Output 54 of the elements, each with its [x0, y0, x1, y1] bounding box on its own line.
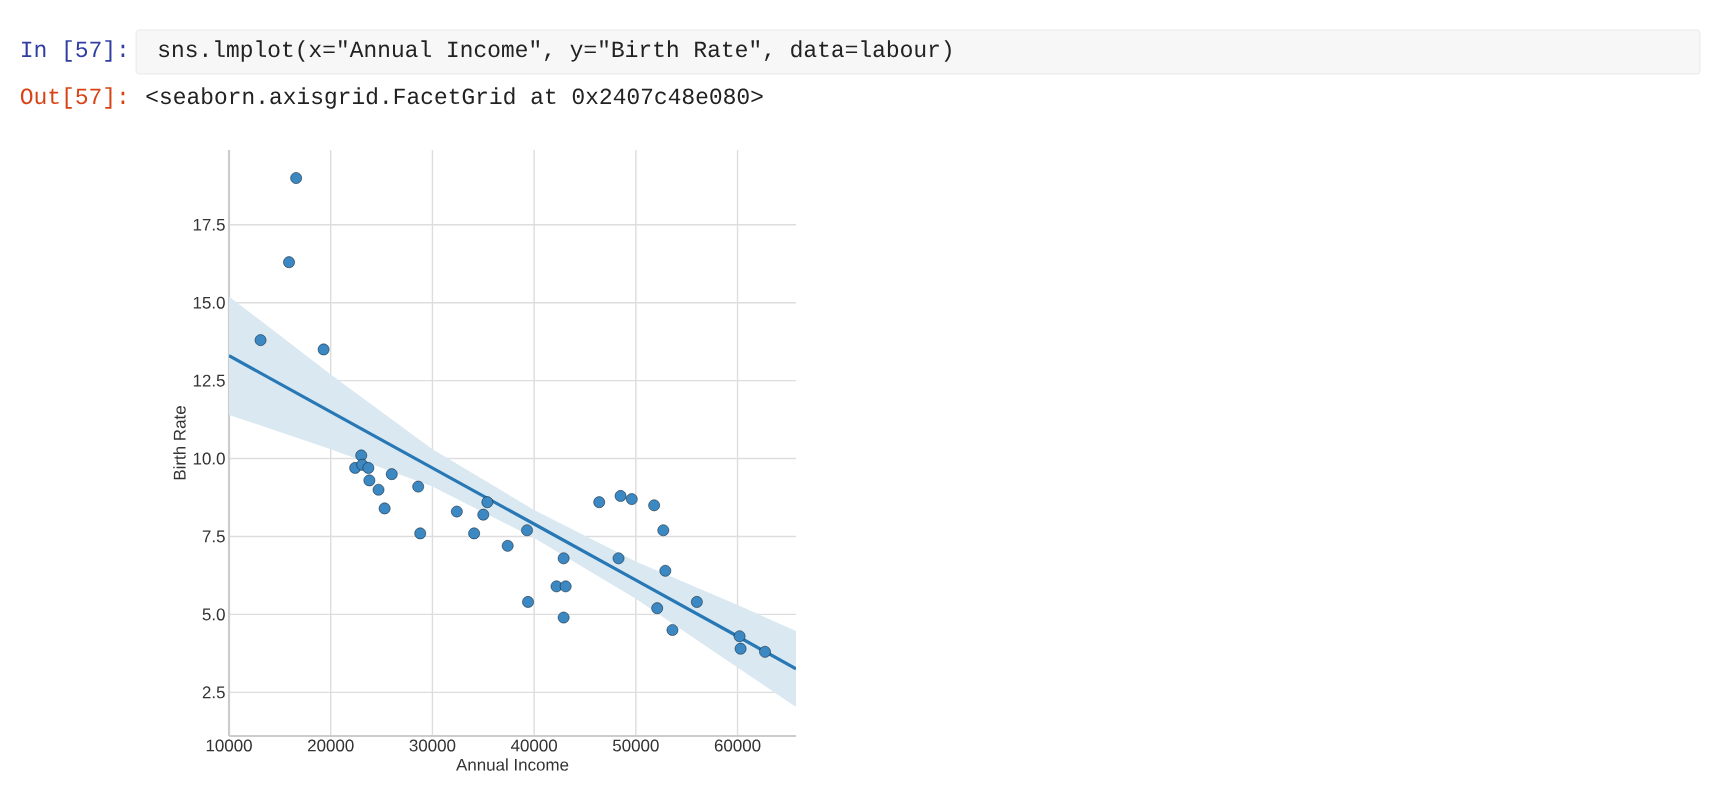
x-tick-label: 20000 — [308, 739, 354, 752]
point — [355, 449, 368, 462]
x-tick-label: 50000 — [612, 739, 659, 752]
point — [521, 524, 533, 537]
point — [451, 505, 463, 518]
point — [593, 496, 606, 509]
point — [290, 172, 302, 184]
x-tick-label: 40000 — [510, 739, 558, 752]
point — [522, 596, 534, 608]
x-tick-label: 30000 — [409, 739, 456, 752]
x-tick-label: 60000 — [714, 739, 761, 752]
x-tick-label: 10000 — [206, 739, 252, 752]
point — [557, 611, 570, 624]
point — [372, 483, 385, 496]
point — [317, 343, 330, 356]
point — [362, 462, 375, 474]
text: Out[57]: — [20, 87, 125, 109]
point — [666, 624, 679, 636]
point — [657, 524, 670, 537]
y-tick-label: 17.5 — [193, 218, 225, 231]
point — [378, 502, 391, 515]
point — [648, 499, 660, 512]
point — [481, 496, 494, 509]
point — [659, 564, 672, 577]
point — [557, 552, 570, 565]
point — [759, 646, 771, 658]
point — [559, 580, 572, 593]
point — [612, 552, 625, 565]
point — [468, 527, 480, 540]
y-tick-label: 7.5 — [202, 530, 225, 543]
point — [477, 508, 490, 521]
text: In [57]: — [22, 40, 125, 62]
point — [691, 596, 703, 608]
text: <seaborn.axisgrid.FacetGrid at 0x2407c48e080> — [146, 87, 763, 109]
point — [385, 468, 398, 480]
y-tick-label: 12.5 — [193, 374, 225, 387]
y-axis-title: Birth Rate — [173, 406, 186, 480]
y-tick-label: 15.0 — [193, 296, 225, 309]
point — [501, 540, 514, 552]
point — [283, 256, 295, 268]
point — [363, 474, 376, 487]
text: sns.lmplot(x="Annual Income", y="Birth Rate", data=labour) — [159, 40, 951, 62]
point — [412, 480, 424, 493]
point — [254, 334, 267, 346]
y-tick-label: 2.5 — [202, 686, 225, 699]
y-tick-label: 5.0 — [202, 608, 225, 621]
point — [614, 490, 627, 502]
point — [414, 527, 427, 540]
point — [734, 642, 747, 655]
x-axis-title: Annual Income — [456, 758, 569, 771]
point — [651, 602, 663, 614]
point — [625, 493, 638, 505]
y-tick-label: 10.0 — [193, 452, 225, 465]
point — [733, 630, 746, 643]
